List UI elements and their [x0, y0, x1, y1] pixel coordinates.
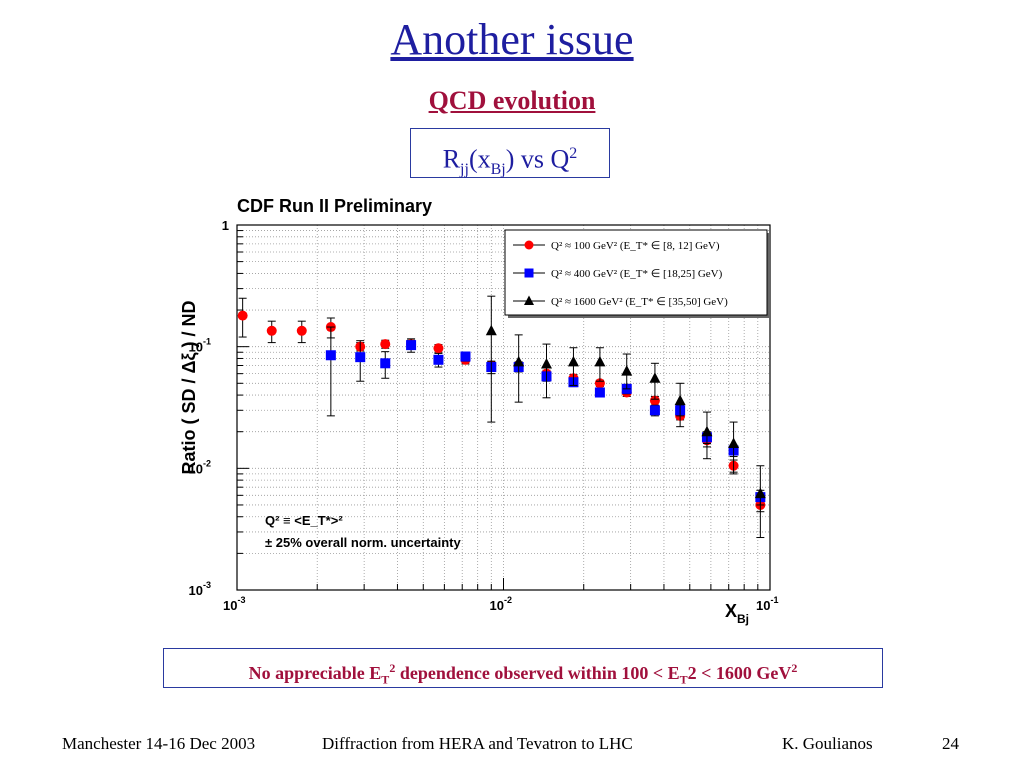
data-point-circle — [296, 325, 307, 336]
data-point-circle — [649, 395, 660, 406]
slide-subtitle: QCD evolution — [428, 86, 596, 115]
caption-sup-2: 2 — [569, 145, 578, 162]
chart-annotation: ± 25% overall norm. uncertainty — [265, 535, 461, 550]
chart-annotation: Q² ≡ <E_T*>² — [265, 513, 343, 528]
data-point-triangle — [621, 365, 633, 376]
conclusion-box: No appreciable ET2 dependence observed w… — [163, 648, 883, 688]
y-tick-label: 1 — [222, 218, 229, 233]
data-point-triangle — [485, 324, 497, 336]
data-point-triangle — [674, 394, 686, 406]
legend-marker-triangle — [524, 295, 534, 305]
footer-author: K. Goulianos — [782, 734, 873, 753]
data-point-triangle — [594, 355, 606, 367]
footer-venue: Manchester 14-16 Dec 2003 — [62, 734, 256, 753]
data-point-square — [380, 358, 391, 369]
note-part-a: No appreciable E — [248, 663, 382, 683]
y-tick-label: 10-3 — [189, 580, 211, 598]
legend-entry-text: Q² ≈ 400 GeV² (E_T* ∈ [18,25] GeV) — [551, 268, 723, 280]
caption-sub-bj: Bj — [490, 160, 506, 178]
data-point-circle — [237, 310, 248, 321]
data-point-triangle — [567, 355, 579, 367]
series-square — [325, 326, 766, 506]
data-point-circle — [380, 339, 391, 350]
legend-entry-text: Q² ≈ 1600 GeV² (E_T* ∈ [35,50] GeV) — [551, 296, 728, 308]
chart-title: CDF Run II Preliminary — [237, 196, 432, 216]
data-point-square — [460, 351, 471, 362]
data-point-circle — [433, 343, 444, 354]
data-point-circle — [266, 325, 277, 336]
note-sub-t1: T — [381, 672, 390, 687]
x-tick-label: 10-1 — [756, 595, 778, 613]
data-point-triangle — [728, 437, 740, 448]
note-sup-2a: 2 — [389, 661, 396, 675]
caption-r: R — [442, 144, 461, 174]
data-point-triangle — [541, 358, 553, 369]
caption-open: (x — [468, 144, 491, 174]
slide-title: Another issue — [390, 15, 634, 64]
data-point-square — [433, 354, 444, 365]
data-point-triangle — [649, 372, 661, 383]
x-tick-label: 10-2 — [490, 595, 512, 613]
data-point-square — [325, 350, 336, 361]
data-point-triangle — [701, 425, 713, 437]
data-point-square — [355, 352, 366, 363]
note-part-b: dependence observed within 100 < E — [395, 663, 680, 683]
legend-box — [504, 229, 768, 316]
x-axis-label: XBj — [725, 601, 749, 626]
data-point-triangle — [754, 487, 766, 499]
note-sub-t2: T — [679, 672, 688, 687]
data-point-square — [406, 340, 417, 351]
data-point-square — [594, 387, 605, 398]
footer-page-number: 24 — [942, 734, 959, 753]
legend-marker-circle — [524, 240, 534, 250]
data-point-square — [649, 405, 660, 416]
note-sup-2b: 2 — [791, 661, 798, 675]
series-triangle — [485, 295, 766, 539]
caption-sub-jj: jj — [460, 160, 469, 178]
axis-ticks — [236, 224, 771, 591]
data-point-triangle — [513, 355, 525, 367]
caption-rest: ) vs Q — [505, 144, 570, 174]
x-tick-label: 10-3 — [223, 595, 245, 613]
legend-entry-text: Q² ≈ 100 GeV² (E_T* ∈ [8, 12] GeV) — [551, 240, 720, 252]
series-circle — [237, 297, 766, 513]
footer-talk-title: Diffraction from HERA and Tevatron to LH… — [322, 734, 633, 753]
note-part-c: 2 < 1600 GeV — [687, 663, 792, 683]
y-axis-label: Ratio ( SD / Δξ ) / ND — [179, 301, 200, 475]
plot-caption-box: Rjj(xBj) vs Q2 — [410, 128, 610, 178]
legend-marker-square — [524, 268, 534, 278]
